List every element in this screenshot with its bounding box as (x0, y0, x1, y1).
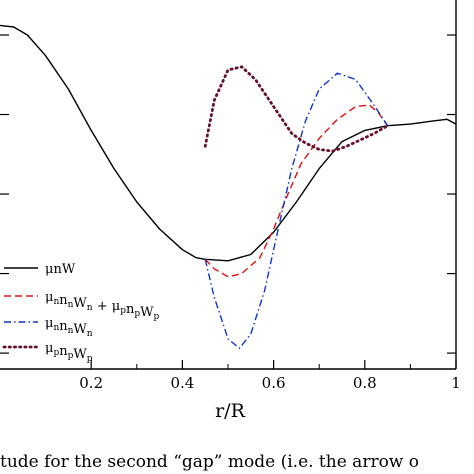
series-line-3 (204, 72, 389, 349)
x-tick-label: 0.8 (353, 374, 377, 392)
legend-label-2: μnnnWn + μpnpWp (45, 290, 159, 322)
legend-label-3: μnnnWn (45, 316, 93, 339)
legend-label-1: μnW (45, 262, 76, 277)
plot-frame (0, 0, 457, 370)
series-line-2 (204, 104, 389, 278)
x-tick-label: 0.6 (262, 374, 286, 392)
legend-label-4: μpnpWp (45, 341, 93, 364)
series-line-4 (203, 65, 389, 153)
x-tick-label: 1 (451, 374, 461, 392)
series-line-1 (0, 24, 457, 262)
series-layer (0, 24, 457, 349)
x-tick-label: 0.4 (170, 374, 194, 392)
axis-ticks: 0.2 0.4 0.6 0.8 1 (0, 34, 461, 392)
x-axis-title: r/R (215, 400, 245, 422)
x-tick-label: 0.2 (79, 374, 103, 392)
figure-caption: tude for the second “gap” mode (i.e. the… (0, 452, 419, 472)
